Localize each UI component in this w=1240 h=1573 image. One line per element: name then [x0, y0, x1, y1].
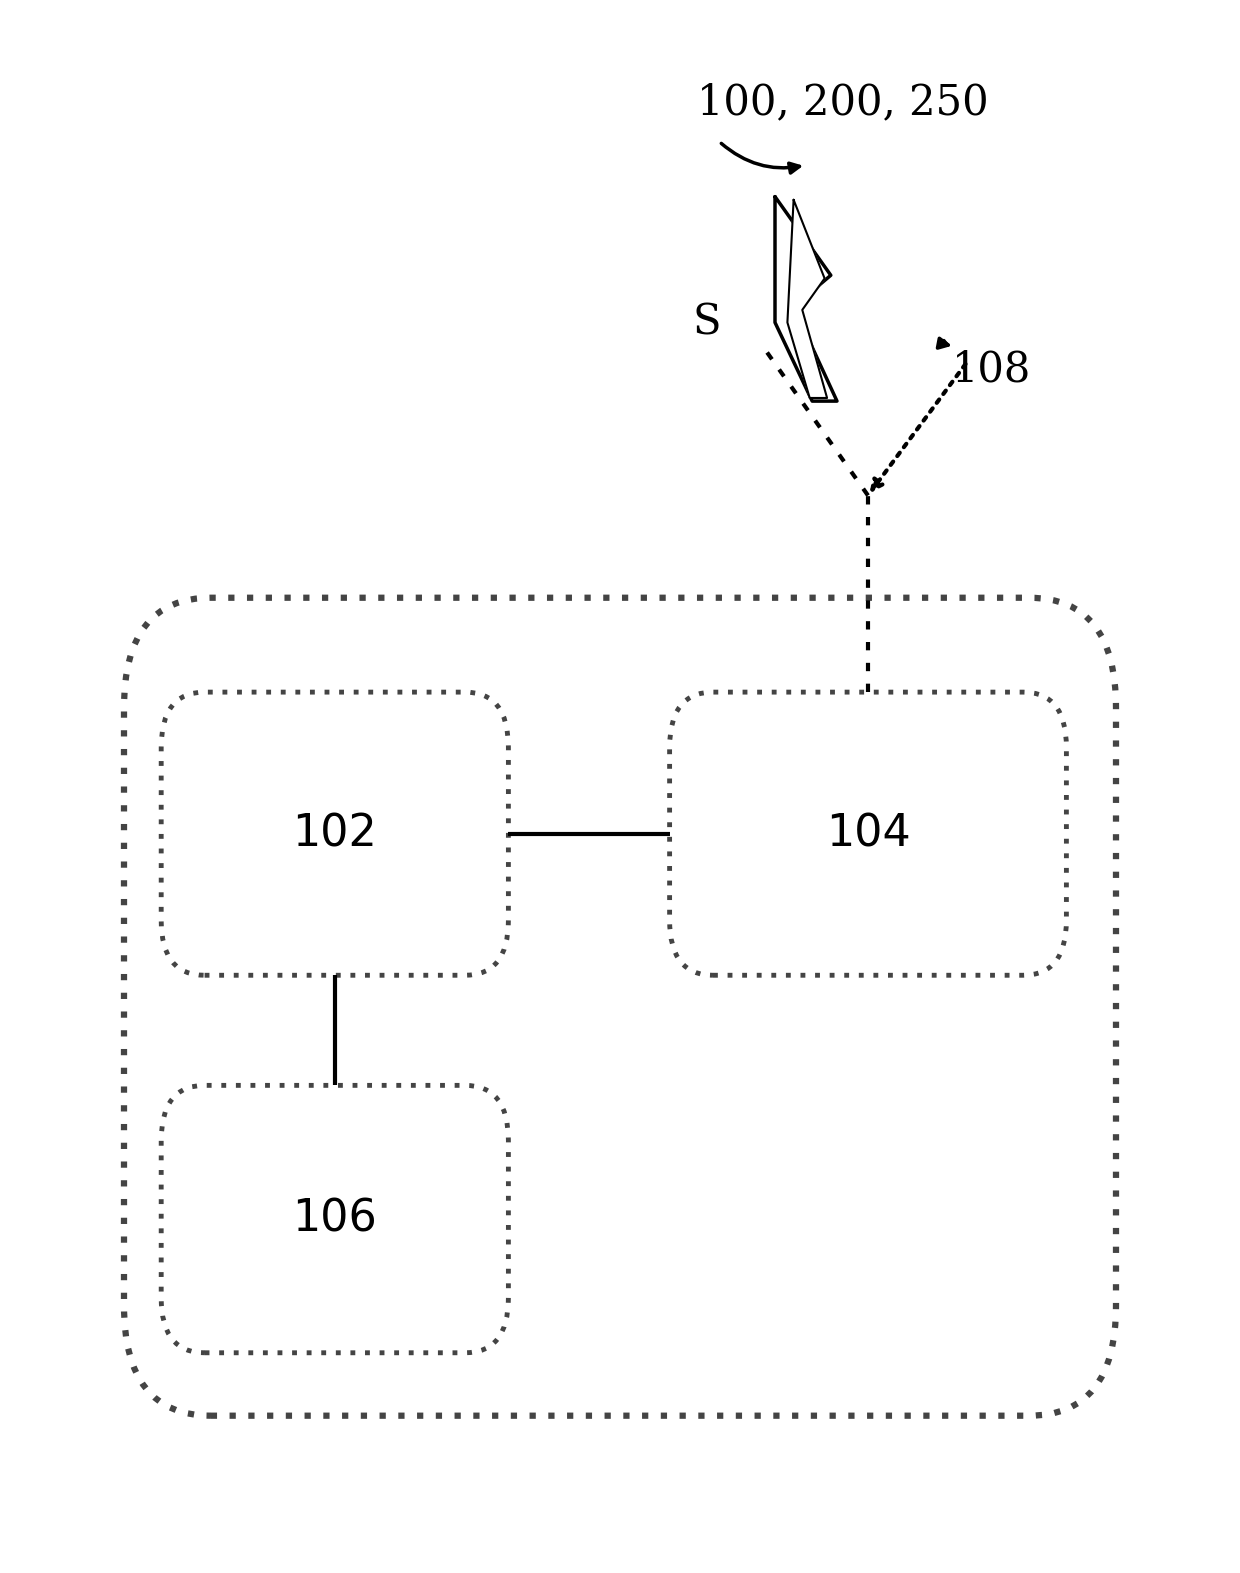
- Polygon shape: [787, 200, 827, 398]
- Text: 106: 106: [293, 1197, 377, 1241]
- Text: S: S: [693, 302, 720, 343]
- Text: 104: 104: [826, 812, 910, 856]
- Polygon shape: [775, 197, 837, 401]
- FancyBboxPatch shape: [124, 598, 1116, 1416]
- FancyBboxPatch shape: [670, 692, 1066, 975]
- FancyBboxPatch shape: [161, 692, 508, 975]
- FancyBboxPatch shape: [161, 1085, 508, 1353]
- Text: 108: 108: [952, 349, 1032, 390]
- Text: 102: 102: [293, 812, 377, 856]
- Text: 100, 200, 250: 100, 200, 250: [697, 82, 990, 123]
